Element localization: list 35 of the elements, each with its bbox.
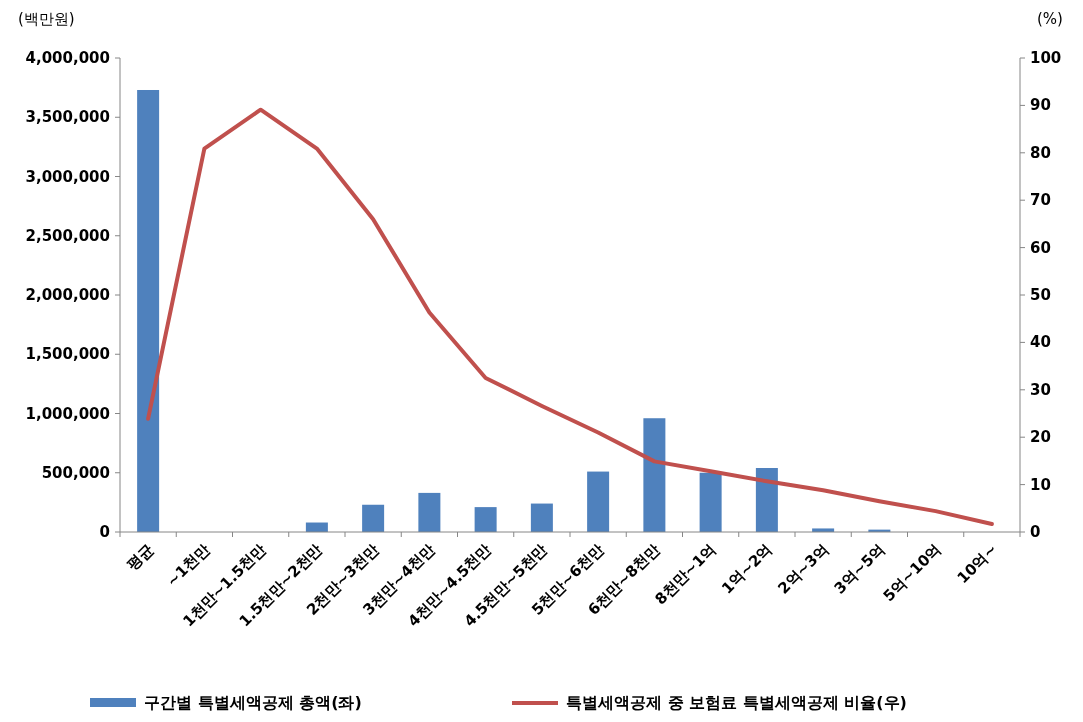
y2-tick-label: 90: [1030, 96, 1051, 115]
y-tick-label: 2,000,000: [25, 286, 110, 304]
bar: [587, 471, 610, 532]
y2-axis-title: (%): [1037, 10, 1063, 28]
y-tick-label: 1,500,000: [25, 345, 110, 364]
line-series: [146, 107, 994, 526]
bar: [643, 418, 666, 532]
bar: [755, 468, 778, 532]
y2-tick-label: 30: [1030, 380, 1051, 399]
y2-tick-label: 40: [1030, 333, 1051, 352]
y2-tick-label: 100: [1030, 49, 1062, 67]
y2-tick-label: 20: [1030, 428, 1051, 447]
bar: [474, 507, 497, 532]
y-tick-label: 4,000,000: [25, 49, 110, 67]
bar: [530, 503, 553, 532]
bar: [418, 492, 441, 532]
y-tick-label: 3,000,000: [25, 167, 110, 186]
y-tick-label: 500,000: [41, 463, 110, 482]
y-tick-label: 3,500,000: [25, 108, 110, 127]
y-tick-label: 2,500,000: [25, 226, 110, 245]
y2-tick-label: 70: [1030, 191, 1051, 210]
y-tick-label: 1,000,000: [25, 404, 110, 423]
bar: [362, 504, 385, 532]
legend-label: 특별세액공제 중 보험료 특별세액공제 비율(우): [566, 693, 907, 712]
y-tick-label: 0: [99, 523, 110, 541]
legend-label: 구간별 특별세액공제 총액(좌): [144, 693, 362, 712]
y2-tick-label: 50: [1030, 286, 1051, 304]
x-tick-label: 평균: [123, 540, 157, 575]
y2-tick-label: 80: [1030, 143, 1051, 162]
y-axis-title: (백만원): [18, 10, 75, 28]
y2-tick-label: 60: [1030, 238, 1051, 257]
y2-tick-label: 0: [1030, 523, 1041, 541]
y2-tick-label: 10: [1030, 475, 1051, 494]
bar: [699, 472, 722, 532]
bar: [137, 90, 160, 532]
